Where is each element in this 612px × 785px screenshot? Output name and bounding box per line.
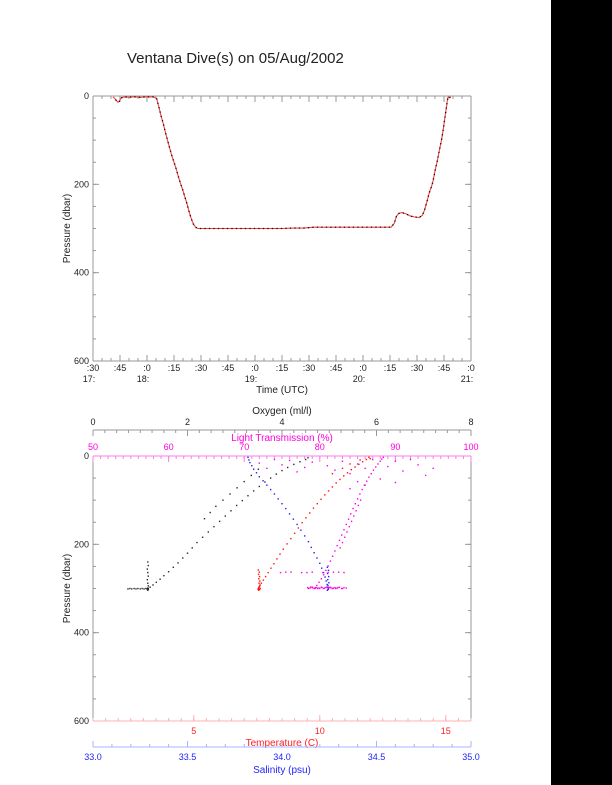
axis-label: 60 (164, 442, 174, 452)
dive-time-chart: :30 :45 :0 :15 :30 :45 :0 :15 :30 :45 :0 :15 :30 :45:… (62, 91, 475, 396)
transmission-profile-scatter (258, 456, 434, 590)
axis-label: Salinity (psu) (253, 765, 311, 776)
pressure-trace-dots (115, 96, 451, 230)
transmission-axis: 50 60 70 80 90 100 Light Transmission (%) (88, 433, 479, 462)
axis-label: 0 (90, 417, 95, 427)
axis-label: :30 (303, 363, 316, 373)
axis-label: 8 (468, 417, 473, 427)
axis-label: 400 (74, 268, 89, 278)
axis-label: :45 (330, 363, 343, 373)
axis-label: :15 (276, 363, 289, 373)
axis-label: 2 (185, 417, 190, 427)
axis-label: 0 (84, 91, 89, 101)
right-black-stripe (551, 0, 612, 785)
axis-label: 100 (463, 442, 478, 452)
axis-label: 34.5 (368, 752, 386, 762)
axis-label: :30 (411, 363, 424, 373)
axis-label: :45 (222, 363, 235, 373)
axis-label: :0 (251, 363, 259, 373)
temperature-profile-scatter (257, 456, 371, 591)
axis-label: 15 (441, 726, 451, 736)
axis-label: 400 (74, 628, 89, 638)
axis-label: 5 (191, 726, 196, 736)
axis-label: Pressure (dbar) (62, 554, 73, 623)
axis-label: :0 (359, 363, 367, 373)
axis-label: 600 (74, 356, 89, 366)
axis-label: 18: (137, 374, 150, 384)
pressure-trace (112, 95, 451, 230)
axis-label: :30 (87, 363, 100, 373)
axis-label: 200 (74, 539, 89, 549)
oxygen-axis: 0 2 4 6 8 Oxygen (ml/l) (90, 406, 474, 436)
axis-label: 600 (74, 716, 89, 726)
axis-label: 80 (315, 442, 325, 452)
axis-label: 6 (374, 417, 379, 427)
page-title: Ventana Dive(s) on 05/Aug/2002 (127, 50, 344, 67)
axis-label: 0 (84, 451, 89, 461)
axis-label: :45 (114, 363, 127, 373)
axis-label: 19: (245, 374, 258, 384)
axis-label: 34.0 (273, 752, 291, 762)
axis-label: 4 (279, 417, 284, 427)
axis-label: Light Transmission (%) (231, 433, 333, 444)
axis-label: 33.5 (179, 752, 197, 762)
axis-label: 70 (239, 442, 249, 452)
axis-label: 50 (88, 442, 98, 452)
salinity-profile-scatter (247, 456, 330, 591)
axis-label: 21: (461, 374, 474, 384)
axis-label: Time (UTC) (256, 385, 308, 396)
ctd-profile-chart: 0 200 400 600 Pressure (dbar) 0 2 4 6 8 Oxygen (ml… (62, 406, 480, 776)
axis-label: Pressure (dbar) (62, 194, 73, 263)
axis-label: 10 (315, 726, 325, 736)
axis-label: 17: (83, 374, 96, 384)
axis-label: 20: (353, 374, 366, 384)
oxygen-profile-scatter (127, 457, 309, 591)
axis-label: Oxygen (ml/l) (252, 406, 311, 417)
salinity-axis: 33.0 33.5 34.0 34.5 35.0 Salinity (psu) (84, 741, 480, 776)
axis-label: :30 (195, 363, 208, 373)
axis-label: 200 (74, 179, 89, 189)
axis-label: :0 (467, 363, 475, 373)
axis-label: 90 (390, 442, 400, 452)
axis-label: 33.0 (84, 752, 102, 762)
axis-label: :0 (143, 363, 151, 373)
axis-label: :45 (438, 363, 451, 373)
axis-label: :15 (168, 363, 181, 373)
axis-label: :15 (384, 363, 397, 373)
axis-label: 35.0 (462, 752, 480, 762)
